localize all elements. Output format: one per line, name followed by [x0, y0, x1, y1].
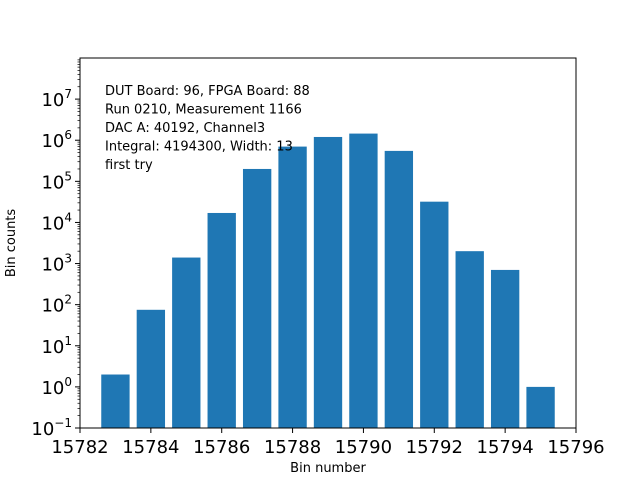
- x-tick-label: 15790: [335, 437, 392, 458]
- annotation-group: DUT Board: 96, FPGA Board: 88 Run 0210, M…: [105, 84, 310, 173]
- y-tick-label: 105: [41, 169, 72, 193]
- annotation-line: Integral: 4194300, Width: 13: [105, 140, 293, 155]
- annotation-line: DAC A: 40192, Channel3: [105, 121, 265, 136]
- bar-15789: [313, 136, 343, 429]
- x-tick-label: 15796: [547, 437, 604, 458]
- bar-15792: [420, 201, 449, 428]
- y-tick-label: 100: [41, 375, 72, 399]
- y-tick-label: 103: [41, 252, 72, 276]
- bar-15793: [455, 251, 484, 428]
- bar-15784: [136, 309, 166, 428]
- y-tick-label: 104: [41, 210, 72, 234]
- x-axis-ticks: 15782 15784 15786 15788 15790 15792 15794 15796: [51, 428, 605, 458]
- x-tick-label: 15792: [406, 437, 463, 458]
- y-axis-ticks: 10−1 100 101 102 103 104 105 106 107: [31, 59, 80, 440]
- y-tick-label: 10−1: [31, 416, 72, 440]
- bar-15791: [384, 150, 414, 429]
- x-tick-label: 15784: [122, 437, 179, 458]
- x-tick-label: 15782: [51, 437, 108, 458]
- bar-15788: [278, 146, 307, 429]
- bar-15794: [490, 269, 520, 428]
- annotation-line: first try: [105, 158, 153, 173]
- y-tick-label: 101: [41, 334, 72, 358]
- plot-frame: [79, 57, 577, 429]
- x-tick-label: 15788: [264, 437, 321, 458]
- bar-15795: [526, 386, 555, 428]
- y-tick-label: 106: [41, 128, 72, 152]
- bar-15783: [101, 374, 130, 428]
- bar-15787: [242, 168, 272, 429]
- y-axis-title: Bin counts: [4, 209, 19, 278]
- bars-group: [101, 133, 555, 429]
- x-axis-title: Bin number: [290, 461, 366, 476]
- y-tick-label: 102: [41, 293, 72, 317]
- y-tick-label: 107: [41, 87, 72, 111]
- bar-15785: [172, 257, 201, 428]
- annotation-line: Run 0210, Measurement 1166: [105, 103, 302, 118]
- x-tick-label: 15786: [193, 437, 250, 458]
- annotation-line: DUT Board: 96, FPGA Board: 88: [105, 84, 310, 99]
- bar-15786: [207, 212, 236, 428]
- bar-15790: [349, 133, 378, 429]
- x-tick-label: 15794: [477, 437, 534, 458]
